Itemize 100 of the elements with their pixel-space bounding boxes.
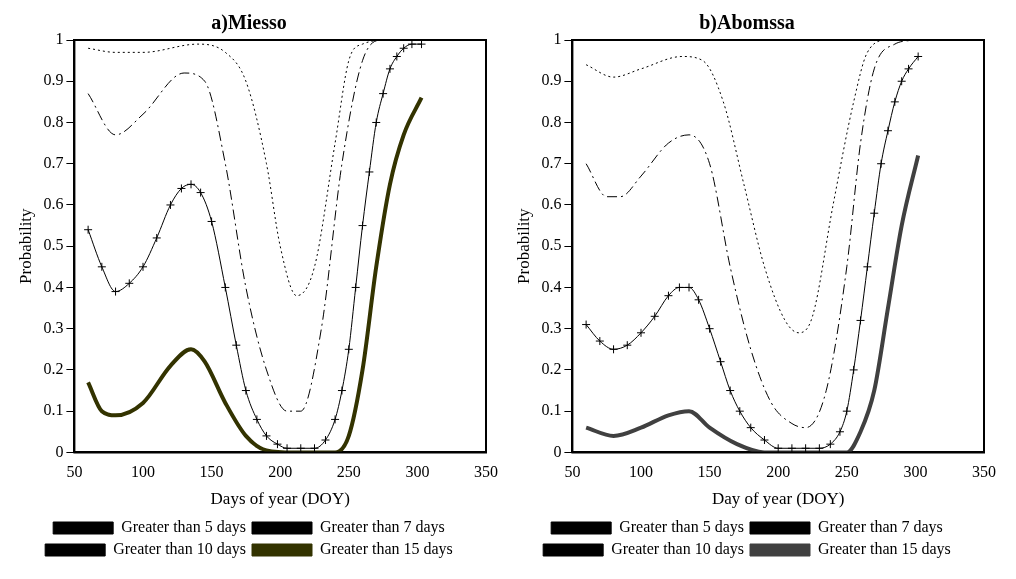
point — [261, 431, 271, 441]
y-tick-label: 0.4 — [43, 277, 64, 295]
y-tick-label: 0.6 — [541, 195, 562, 213]
point — [725, 386, 735, 396]
point — [320, 435, 330, 445]
point — [97, 262, 107, 272]
point — [252, 414, 262, 424]
chart-title: a)Miesso — [211, 11, 287, 35]
y-tick-label: 0.1 — [541, 401, 562, 419]
y-tick-label: 0.7 — [541, 153, 562, 171]
point — [152, 233, 162, 243]
point — [746, 423, 756, 433]
y-tick-label: 0.2 — [43, 360, 64, 378]
y-tick-label: 1 — [55, 30, 64, 48]
legend-label: Greater than 10 days — [113, 540, 247, 559]
point — [330, 414, 340, 424]
x-tick-label: 50 — [564, 463, 581, 481]
point — [358, 221, 368, 231]
point — [351, 282, 361, 292]
x-tick-label: 200 — [766, 463, 791, 481]
point — [835, 427, 845, 437]
x-tick-label: 150 — [697, 463, 722, 481]
y-axis-title: Probability — [15, 207, 35, 284]
point — [385, 64, 395, 74]
point — [176, 183, 186, 193]
y-tick-label: 0.5 — [43, 236, 64, 254]
y-tick-label: 0.6 — [43, 195, 64, 213]
point — [310, 443, 319, 453]
point — [124, 278, 134, 288]
point — [296, 443, 306, 453]
x-tick-label: 350 — [972, 463, 996, 481]
point — [165, 200, 175, 210]
point — [876, 159, 886, 169]
y-tick-label: 0.8 — [541, 112, 562, 130]
point — [399, 43, 409, 53]
x-tick-label: 250 — [834, 463, 859, 481]
legend-label: Greater than 7 days — [320, 518, 445, 537]
y-tick-label: 0.2 — [541, 360, 562, 378]
y-tick-label: 1 — [553, 30, 562, 48]
point — [392, 52, 402, 61]
x-tick-label: 350 — [474, 463, 498, 481]
point — [801, 443, 811, 453]
point — [773, 443, 783, 453]
x-tick-label: 50 — [66, 463, 83, 481]
y-axis-title: Probability — [513, 207, 533, 284]
point — [897, 76, 907, 86]
point — [663, 291, 673, 301]
point — [684, 282, 694, 292]
x-tick-label: 250 — [336, 463, 361, 481]
point — [913, 52, 923, 61]
point — [207, 216, 217, 226]
point — [344, 344, 354, 354]
point — [705, 324, 715, 334]
point — [364, 167, 374, 177]
point — [694, 295, 704, 305]
y-tick-label: 0 — [553, 442, 562, 460]
legend-label: Greater than 10 days — [611, 540, 745, 559]
point — [83, 225, 93, 235]
point — [622, 340, 632, 350]
point — [378, 89, 388, 99]
y-tick-label: 0.9 — [541, 71, 562, 89]
point — [196, 188, 206, 198]
point — [609, 344, 619, 354]
point — [581, 320, 591, 330]
point — [241, 386, 251, 396]
point — [186, 179, 196, 189]
line-series — [584, 153, 921, 453]
point — [282, 443, 292, 453]
point — [759, 435, 769, 445]
legend-label: Greater than 15 days — [320, 540, 453, 559]
point — [272, 439, 282, 449]
point — [849, 365, 859, 375]
point — [869, 208, 879, 218]
point — [890, 97, 900, 107]
point — [883, 126, 893, 136]
point — [111, 287, 121, 297]
y-tick-label: 0.5 — [541, 236, 562, 254]
y-tick-label: 0.4 — [541, 277, 562, 295]
point — [220, 282, 230, 292]
point — [814, 443, 824, 453]
point — [787, 443, 797, 453]
point — [231, 340, 241, 350]
y-tick-label: 0 — [55, 442, 64, 460]
point — [595, 336, 605, 346]
x-axis-title: Day of year (DOY) — [711, 489, 845, 509]
y-tick-label: 0.8 — [43, 112, 64, 130]
point — [337, 386, 347, 396]
legend-label: Greater than 5 days — [619, 518, 745, 537]
point — [138, 262, 148, 272]
y-tick-label: 0.7 — [43, 153, 64, 171]
point — [407, 40, 417, 49]
point — [371, 117, 381, 127]
legend-label: Greater than 7 days — [818, 518, 943, 537]
point — [904, 64, 914, 74]
point — [650, 311, 660, 321]
point — [674, 282, 684, 292]
point — [862, 262, 872, 272]
point — [842, 406, 852, 416]
point — [856, 315, 866, 325]
point — [825, 439, 835, 449]
